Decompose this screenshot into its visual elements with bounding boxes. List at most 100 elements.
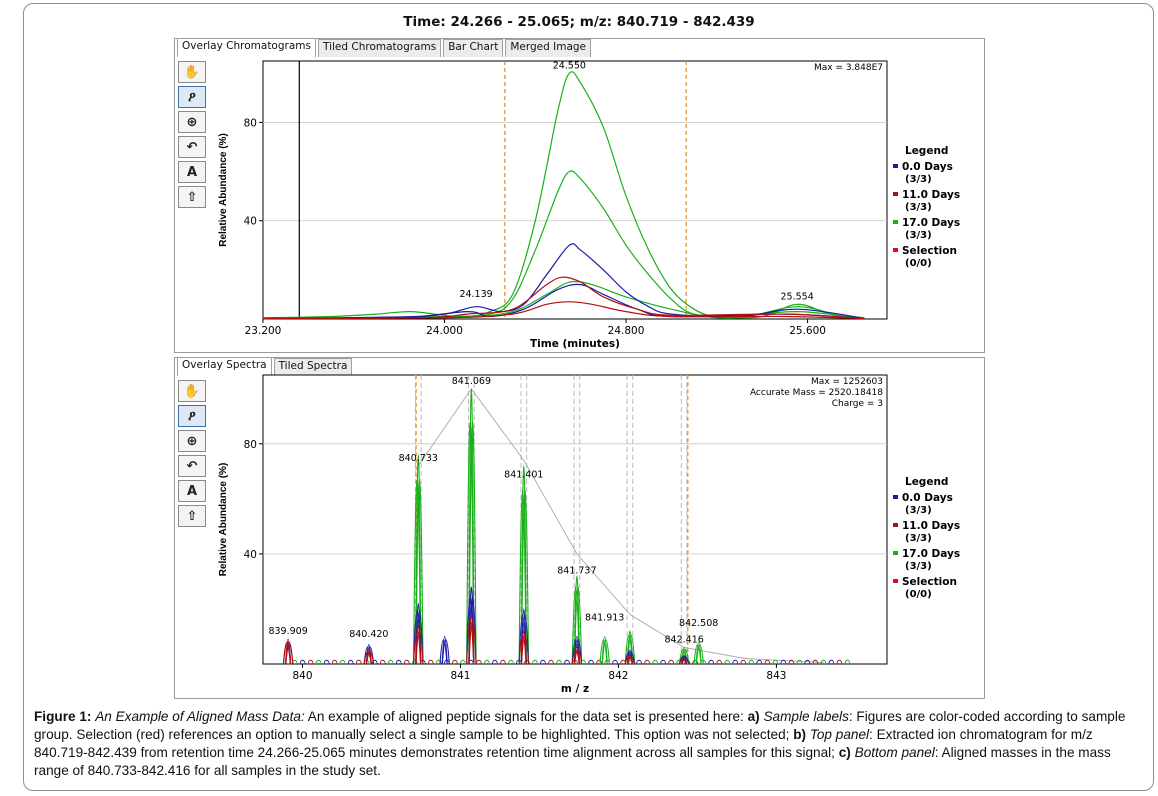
spectrum-chart[interactable]: 40 80 840 841 842 843 m / z Relative Abundance … bbox=[175, 358, 984, 698]
legend-title: Legend bbox=[905, 145, 948, 157]
undo-zoom-button[interactable]: ↶ bbox=[178, 136, 206, 158]
legend-swatch bbox=[893, 523, 898, 527]
y-axis-label: Relative Abundance (%) bbox=[218, 463, 229, 577]
baseline-noise bbox=[483, 659, 490, 665]
annotate-icon: A bbox=[186, 164, 198, 180]
export-button[interactable]: ⇧ bbox=[178, 186, 206, 208]
baseline-noise bbox=[724, 659, 731, 665]
plot-area bbox=[262, 60, 888, 320]
annotate-button[interactable]: A bbox=[178, 161, 206, 183]
x-axis-label: m / z bbox=[561, 683, 589, 695]
baseline-noise bbox=[828, 659, 835, 665]
baseline-noise bbox=[435, 659, 442, 665]
spectrum-panel: Overlay Spectra Tiled Spectra ✋ ዖ ⊕ ↶ A … bbox=[174, 357, 985, 699]
legend-swatch bbox=[893, 248, 898, 252]
baseline-noise bbox=[323, 659, 330, 665]
undo-zoom-button[interactable]: ↶ bbox=[178, 455, 206, 477]
legend-label: 17.0 Days bbox=[902, 217, 960, 229]
spectrum-peak bbox=[468, 421, 477, 665]
hand-tool-button[interactable]: ✋ bbox=[178, 61, 206, 83]
chromatogram-chart[interactable]: 40 80 23.200 24.000 24.800 25.600 Time (minute… bbox=[175, 39, 984, 352]
legend-count: (3/3) bbox=[905, 505, 932, 516]
spectrum-peak bbox=[468, 620, 477, 665]
zoom-tool-button[interactable]: ⊕ bbox=[178, 111, 206, 133]
baseline-noise bbox=[740, 659, 747, 665]
figure-label: Figure 1: bbox=[34, 709, 92, 724]
baseline-noise bbox=[556, 659, 562, 665]
baseline-noise bbox=[299, 659, 306, 665]
caption-c-label: c) bbox=[838, 745, 851, 760]
baseline-noise bbox=[347, 659, 354, 665]
export-icon: ⇧ bbox=[186, 508, 198, 524]
undo-zoom-icon: ↶ bbox=[186, 139, 198, 155]
legend-title: Legend bbox=[905, 476, 948, 488]
baseline-noise bbox=[339, 659, 346, 665]
chromatogram-trace bbox=[262, 301, 865, 320]
baseline-noise bbox=[523, 659, 530, 665]
legend-count: (3/3) bbox=[905, 561, 932, 572]
baseline-noise bbox=[716, 659, 723, 665]
caption-b-title: Top panel bbox=[809, 727, 870, 742]
tab-merged-image[interactable]: Merged Image bbox=[505, 39, 592, 57]
legend-swatch bbox=[893, 192, 898, 196]
caption-text: An example of aligned peptide signals fo… bbox=[307, 709, 744, 724]
y-tick-label: 80 bbox=[244, 439, 257, 451]
baseline-noise bbox=[660, 659, 667, 665]
baseline-noise bbox=[612, 659, 619, 665]
spectrum-peak bbox=[695, 644, 704, 665]
baseline-noise bbox=[812, 659, 819, 665]
baseline-noise bbox=[796, 659, 803, 665]
peak-label: 841.737 bbox=[557, 566, 596, 577]
baseline-noise bbox=[499, 659, 506, 665]
tab-tiled-chromatograms[interactable]: Tiled Chromatograms bbox=[317, 39, 442, 57]
spectrum-peak bbox=[285, 641, 294, 665]
caption-a-text: : Figures are color-coded according to s… bbox=[34, 709, 1126, 742]
baseline-noise bbox=[756, 659, 763, 665]
baseline-noise bbox=[491, 659, 498, 665]
tab-overlay-spectra[interactable]: Overlay Spectra bbox=[177, 357, 272, 376]
legend-label: Selection bbox=[902, 245, 957, 257]
baseline-noise bbox=[748, 659, 755, 665]
spectrum-peak bbox=[627, 656, 636, 665]
spectrum-peak bbox=[574, 586, 583, 665]
figure-title: Time: 24.266 - 25.065; m/z: 840.719 - 84… bbox=[403, 14, 755, 30]
baseline-noise bbox=[820, 659, 827, 665]
tab-tiled-spectra[interactable]: Tiled Spectra bbox=[273, 358, 353, 376]
baseline-noise bbox=[451, 659, 458, 665]
hand-tool-button[interactable]: ✋ bbox=[178, 380, 206, 402]
tab-bar-chart[interactable]: Bar Chart bbox=[443, 39, 504, 57]
caption-title: An Example of Aligned Mass Data: bbox=[95, 709, 305, 724]
x-tick-label: 841 bbox=[450, 670, 470, 682]
legend-label: 11.0 Days bbox=[902, 189, 960, 201]
peak-label: 841.401 bbox=[504, 469, 543, 480]
x-tick-label: 23.200 bbox=[245, 325, 282, 337]
baseline-noise bbox=[403, 659, 410, 665]
spectrum-peak bbox=[415, 479, 424, 665]
zoom-tool-button[interactable]: ⊕ bbox=[178, 430, 206, 452]
annotate-icon: A bbox=[186, 483, 198, 499]
baseline-noise bbox=[387, 659, 394, 665]
undo-zoom-icon: ↶ bbox=[186, 458, 198, 474]
isotope-envelope bbox=[417, 388, 824, 664]
legend-count: (3/3) bbox=[905, 202, 932, 213]
peak-label: 841.913 bbox=[585, 612, 624, 623]
y-tick-label: 80 bbox=[244, 117, 257, 129]
spectrum-peak bbox=[681, 658, 690, 665]
spectrum-peak bbox=[415, 629, 424, 665]
tab-overlay-chromatograms[interactable]: Overlay Chromatograms bbox=[177, 38, 316, 57]
legend-count: (3/3) bbox=[905, 230, 932, 241]
baseline-noise bbox=[315, 659, 322, 665]
export-button[interactable]: ⇧ bbox=[178, 505, 206, 527]
baseline-noise bbox=[772, 659, 779, 665]
spectrum-peak bbox=[413, 479, 422, 665]
annotate-button[interactable]: A bbox=[178, 480, 206, 502]
peak-label: 842.416 bbox=[665, 634, 704, 645]
legend-label: 11.0 Days bbox=[902, 520, 960, 532]
peak-label: 842.508 bbox=[679, 618, 718, 629]
lasso-tool-button[interactable]: ዖ bbox=[178, 86, 206, 108]
lasso-tool-button[interactable]: ዖ bbox=[178, 405, 206, 427]
baseline-noise bbox=[732, 659, 739, 665]
charge-label: Charge = 3 bbox=[832, 399, 883, 409]
peak-label: 840.733 bbox=[399, 453, 438, 464]
baseline-noise bbox=[427, 659, 434, 665]
